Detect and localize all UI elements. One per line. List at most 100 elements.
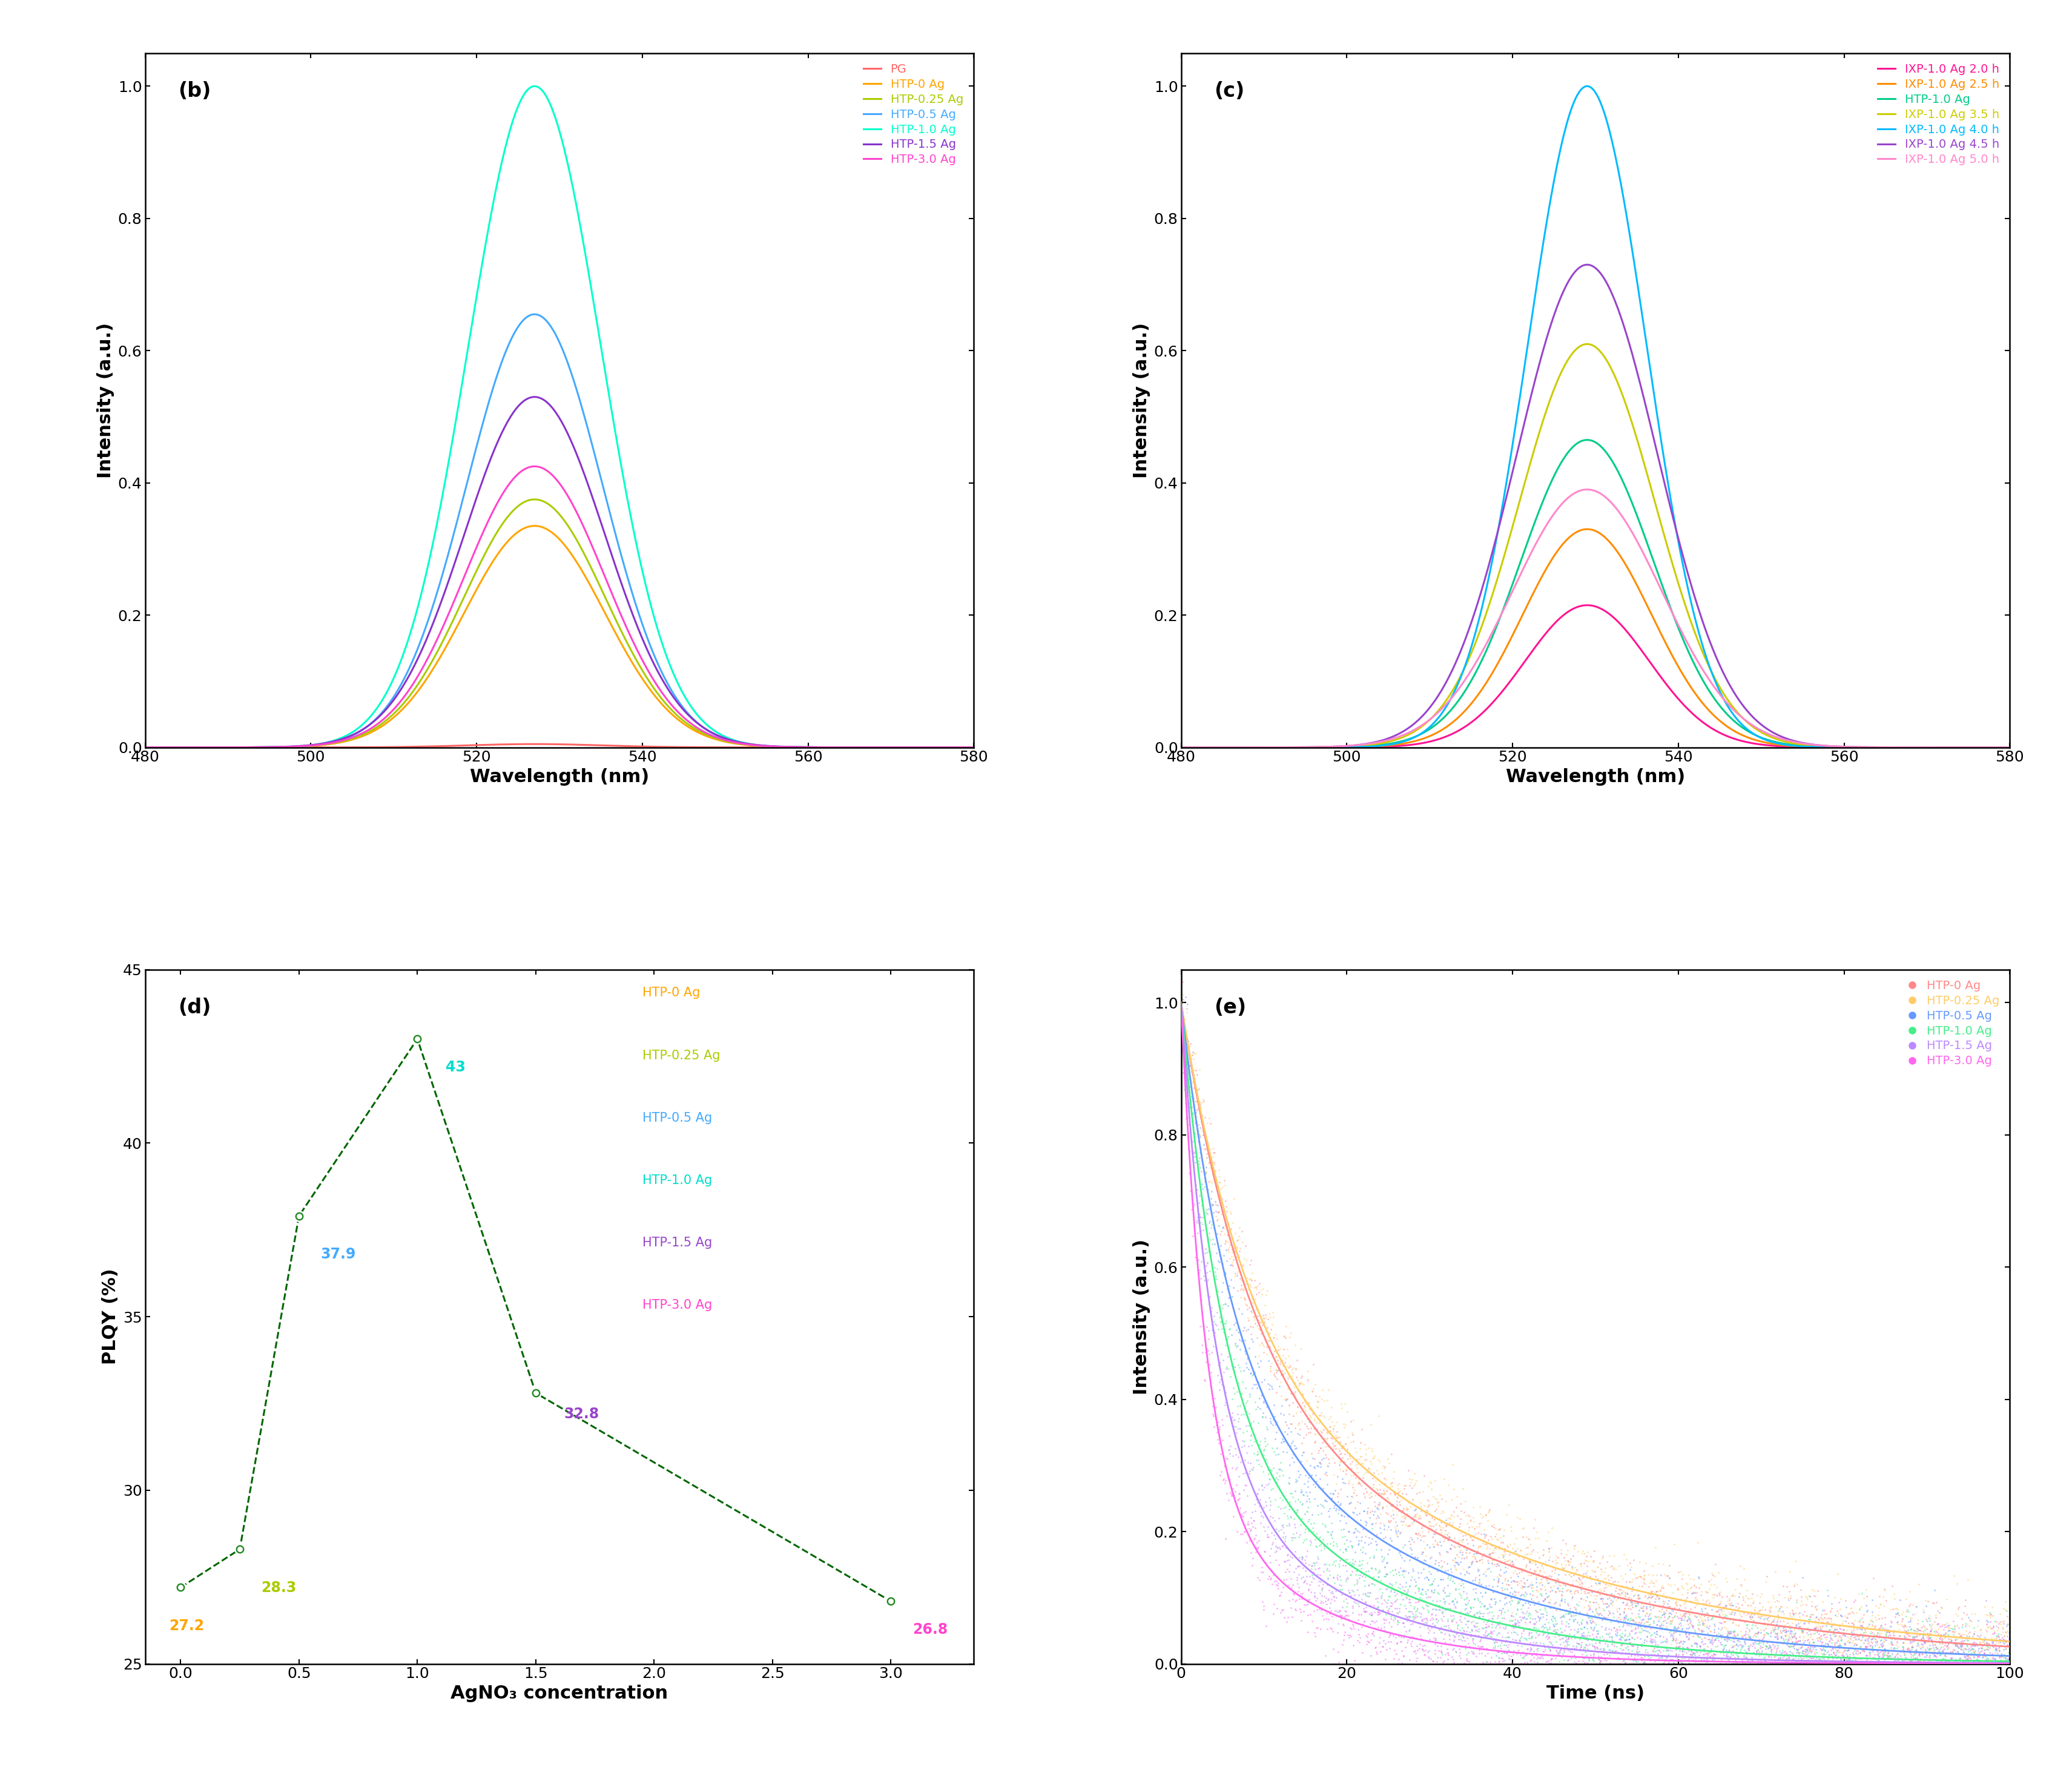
Point — [1496, 1650, 1529, 1678]
Point — [1388, 1494, 1421, 1522]
Point — [1774, 1632, 1807, 1660]
Point — [1765, 1623, 1798, 1651]
Point — [1177, 1142, 1210, 1170]
Point — [1852, 1611, 1886, 1639]
Point — [1859, 1644, 1892, 1673]
Point — [1888, 1650, 1921, 1678]
Point — [1324, 1439, 1357, 1467]
Point — [1351, 1499, 1384, 1528]
Point — [1591, 1635, 1624, 1664]
Point — [1531, 1538, 1564, 1566]
Point — [1376, 1597, 1409, 1625]
Point — [1664, 1609, 1697, 1637]
Point — [1361, 1563, 1394, 1591]
Point — [1293, 1464, 1326, 1492]
Point — [1239, 1296, 1272, 1324]
Point — [1718, 1598, 1751, 1627]
Point — [1993, 1604, 2026, 1632]
Point — [1973, 1639, 2006, 1667]
Point — [1952, 1637, 1985, 1666]
Point — [1258, 1453, 1291, 1481]
Point — [1510, 1581, 1544, 1609]
Point — [1786, 1650, 1819, 1678]
Point — [1200, 1172, 1233, 1200]
Point — [1844, 1650, 1877, 1678]
Point — [1581, 1634, 1614, 1662]
HTP-3.0 Ag — [1312, 1600, 1336, 1621]
Point — [1386, 1558, 1419, 1586]
Point — [1687, 1627, 1720, 1655]
Point — [1817, 1650, 1850, 1678]
Point — [1859, 1602, 1892, 1630]
Point — [1664, 1604, 1697, 1632]
Point — [1896, 1634, 1929, 1662]
Point — [1736, 1611, 1769, 1639]
Point — [1674, 1588, 1707, 1616]
Point — [1270, 1540, 1303, 1568]
Point — [1877, 1650, 1910, 1678]
Point — [1280, 1386, 1314, 1414]
Point — [1260, 1566, 1293, 1595]
Point — [1761, 1623, 1794, 1651]
Point — [1193, 1225, 1227, 1253]
Point — [1459, 1515, 1492, 1543]
Point — [1444, 1644, 1477, 1673]
Point — [1803, 1650, 1836, 1678]
Point — [1627, 1597, 1660, 1625]
Point — [1798, 1650, 1832, 1678]
Point — [1320, 1462, 1353, 1490]
Point — [1241, 1563, 1274, 1591]
Point — [1579, 1621, 1612, 1650]
Point — [1854, 1630, 1888, 1658]
Point — [1732, 1634, 1765, 1662]
Point — [1411, 1607, 1444, 1635]
Point — [1728, 1650, 1761, 1678]
Point — [1807, 1612, 1840, 1641]
Point — [1633, 1625, 1666, 1653]
Point — [1695, 1650, 1728, 1678]
Point — [1303, 1565, 1336, 1593]
Point — [1977, 1650, 2010, 1678]
Point — [1966, 1643, 1999, 1671]
Point — [1767, 1582, 1801, 1611]
Point — [1202, 1168, 1235, 1197]
Point — [1222, 1354, 1256, 1382]
Point — [1448, 1600, 1481, 1628]
Point — [1747, 1611, 1780, 1639]
Point — [1805, 1630, 1838, 1658]
Point — [1838, 1586, 1871, 1614]
Point — [1189, 1152, 1222, 1181]
Point — [1867, 1637, 1900, 1666]
Point — [1821, 1632, 1854, 1660]
Point — [1345, 1563, 1378, 1591]
Point — [1365, 1451, 1399, 1480]
Point — [1442, 1551, 1475, 1579]
Point — [1467, 1650, 1500, 1678]
Point — [1900, 1614, 1933, 1643]
Point — [1471, 1595, 1504, 1623]
Point — [1413, 1637, 1446, 1666]
Point — [1326, 1611, 1359, 1639]
Point — [1430, 1517, 1463, 1545]
Point — [1328, 1412, 1361, 1441]
Point — [1714, 1627, 1747, 1655]
Point — [1320, 1598, 1353, 1627]
Point — [1504, 1581, 1537, 1609]
Point — [1624, 1614, 1658, 1643]
Point — [1533, 1536, 1566, 1565]
Point — [1678, 1628, 1711, 1657]
Point — [1898, 1644, 1931, 1673]
Point — [1886, 1650, 1919, 1678]
Point — [1436, 1650, 1469, 1678]
Point — [1455, 1593, 1488, 1621]
Point — [1546, 1581, 1579, 1609]
Point — [1303, 1568, 1336, 1597]
Point — [1295, 1411, 1328, 1439]
Point — [1484, 1515, 1517, 1543]
Point — [1200, 1258, 1233, 1287]
Point — [1467, 1614, 1500, 1643]
IXP-1.0 Ag 2.5 h — [1575, 519, 1600, 540]
Point — [1736, 1646, 1769, 1674]
Point — [1222, 1462, 1256, 1490]
Point — [1579, 1581, 1612, 1609]
